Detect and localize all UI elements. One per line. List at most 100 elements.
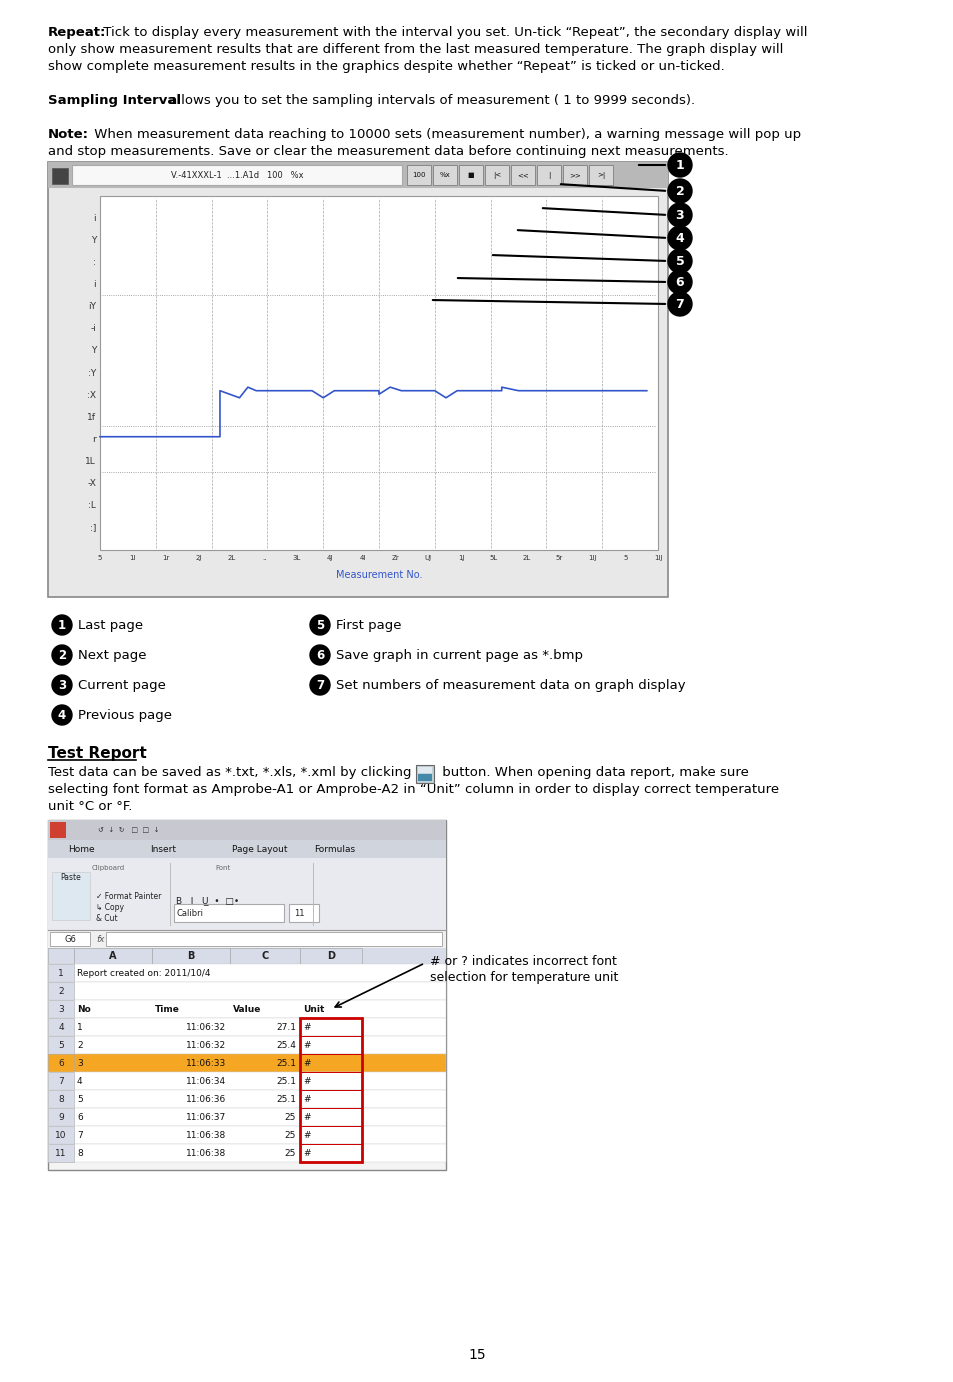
Bar — [48, 1036, 446, 1054]
Text: 7: 7 — [77, 1130, 83, 1140]
Text: Last page: Last page — [78, 619, 143, 632]
Text: 11:06:32: 11:06:32 — [186, 1023, 226, 1031]
Bar — [588, 164, 613, 185]
Text: <<: << — [517, 171, 528, 178]
Text: V.-41XXXL-1  ...1.A1d   100   %x: V.-41XXXL-1 ...1.A1d 100 %x — [171, 170, 303, 180]
Bar — [299, 948, 361, 965]
Bar — [48, 820, 446, 840]
Text: 11:06:32: 11:06:32 — [186, 1041, 226, 1049]
Text: 25.1: 25.1 — [275, 1077, 295, 1085]
Text: 5: 5 — [315, 619, 324, 632]
Text: Test data can be saved as *.txt, *.xls, *.xml by clicking: Test data can be saved as *.txt, *.xls, … — [48, 766, 411, 779]
Text: 6: 6 — [77, 1113, 83, 1122]
Bar — [299, 1072, 361, 1090]
Text: 8: 8 — [77, 1148, 83, 1158]
Text: 5: 5 — [622, 556, 627, 561]
Text: 6: 6 — [675, 275, 683, 289]
Bar — [537, 164, 560, 185]
Text: allows you to set the sampling intervals of measurement ( 1 to 9999 seconds).: allows you to set the sampling intervals… — [165, 94, 695, 106]
Text: :L: :L — [88, 502, 96, 510]
Text: 1lJ: 1lJ — [587, 556, 596, 561]
Text: 100: 100 — [412, 171, 425, 178]
Bar — [48, 1108, 74, 1126]
Text: 10: 10 — [55, 1130, 67, 1140]
Bar — [106, 931, 441, 947]
Text: 5: 5 — [58, 1041, 64, 1049]
Text: 25: 25 — [284, 1148, 295, 1158]
Text: #: # — [303, 1130, 310, 1140]
Text: ✓ Format Painter: ✓ Format Painter — [96, 891, 161, 901]
Text: Page Layout: Page Layout — [232, 844, 287, 854]
Bar — [230, 948, 299, 965]
Bar — [407, 164, 431, 185]
Text: 1lJ: 1lJ — [653, 556, 661, 561]
Text: Y: Y — [91, 236, 96, 245]
Bar — [52, 169, 68, 184]
Text: show complete measurement results in the graphics despite whether “Repeat” is ti: show complete measurement results in the… — [48, 59, 724, 73]
Text: 1: 1 — [77, 1023, 83, 1031]
Text: 1l: 1l — [130, 556, 136, 561]
Bar — [433, 164, 456, 185]
Bar — [48, 820, 446, 1171]
Circle shape — [667, 180, 691, 203]
Text: Unit: Unit — [303, 1005, 324, 1013]
Text: i: i — [93, 281, 96, 289]
Text: UJ: UJ — [424, 556, 432, 561]
Bar — [48, 1126, 446, 1144]
Bar — [417, 774, 432, 781]
Text: 25.1: 25.1 — [275, 1059, 295, 1067]
Text: 1: 1 — [58, 619, 66, 632]
Text: 3L: 3L — [293, 556, 301, 561]
Bar — [48, 858, 446, 930]
Text: Value: Value — [233, 1005, 261, 1013]
Text: 1: 1 — [675, 159, 683, 171]
Bar — [173, 904, 284, 922]
Text: Time: Time — [154, 1005, 180, 1013]
Bar — [48, 162, 667, 188]
Text: Formulas: Formulas — [314, 844, 355, 854]
Text: 1J: 1J — [457, 556, 464, 561]
Circle shape — [667, 153, 691, 177]
Text: 2J: 2J — [195, 556, 201, 561]
Bar — [299, 1054, 361, 1072]
Text: ↳ Copy: ↳ Copy — [96, 902, 124, 912]
Text: fx: fx — [96, 934, 105, 944]
Bar — [484, 164, 509, 185]
Text: 1f: 1f — [87, 413, 96, 422]
Text: Sampling Interval: Sampling Interval — [48, 94, 181, 106]
Text: 5L: 5L — [489, 556, 497, 561]
Bar — [299, 1090, 361, 1108]
Text: #: # — [303, 1023, 310, 1031]
Text: 11:06:37: 11:06:37 — [186, 1113, 226, 1122]
Text: i: i — [93, 214, 96, 223]
Bar — [48, 948, 446, 965]
Text: 2: 2 — [58, 648, 66, 662]
Circle shape — [52, 705, 71, 726]
Text: No: No — [77, 1005, 91, 1013]
Bar — [48, 1144, 74, 1162]
Text: Current page: Current page — [78, 679, 166, 691]
Bar — [48, 1054, 74, 1072]
Bar — [48, 1054, 446, 1072]
Text: 2L: 2L — [522, 556, 530, 561]
Text: B   I   U̲  •  □•: B I U̲ • □• — [175, 896, 239, 905]
Circle shape — [310, 615, 330, 634]
Text: 1: 1 — [58, 969, 64, 977]
Text: 1L: 1L — [85, 457, 96, 466]
Text: Font: Font — [215, 865, 231, 871]
Text: 4: 4 — [675, 232, 683, 245]
Bar — [417, 767, 432, 773]
Text: #: # — [303, 1059, 310, 1067]
Text: %x: %x — [439, 171, 450, 178]
Text: 2: 2 — [58, 987, 64, 995]
Bar — [458, 164, 482, 185]
Bar — [74, 948, 152, 965]
Bar — [299, 1126, 361, 1144]
Text: Save graph in current page as *.bmp: Save graph in current page as *.bmp — [335, 648, 582, 662]
Bar — [48, 948, 74, 965]
Text: Repeat:: Repeat: — [48, 26, 107, 39]
Bar — [48, 1144, 446, 1162]
Bar — [48, 983, 446, 1001]
Text: r: r — [92, 435, 96, 444]
Bar — [48, 1001, 74, 1019]
